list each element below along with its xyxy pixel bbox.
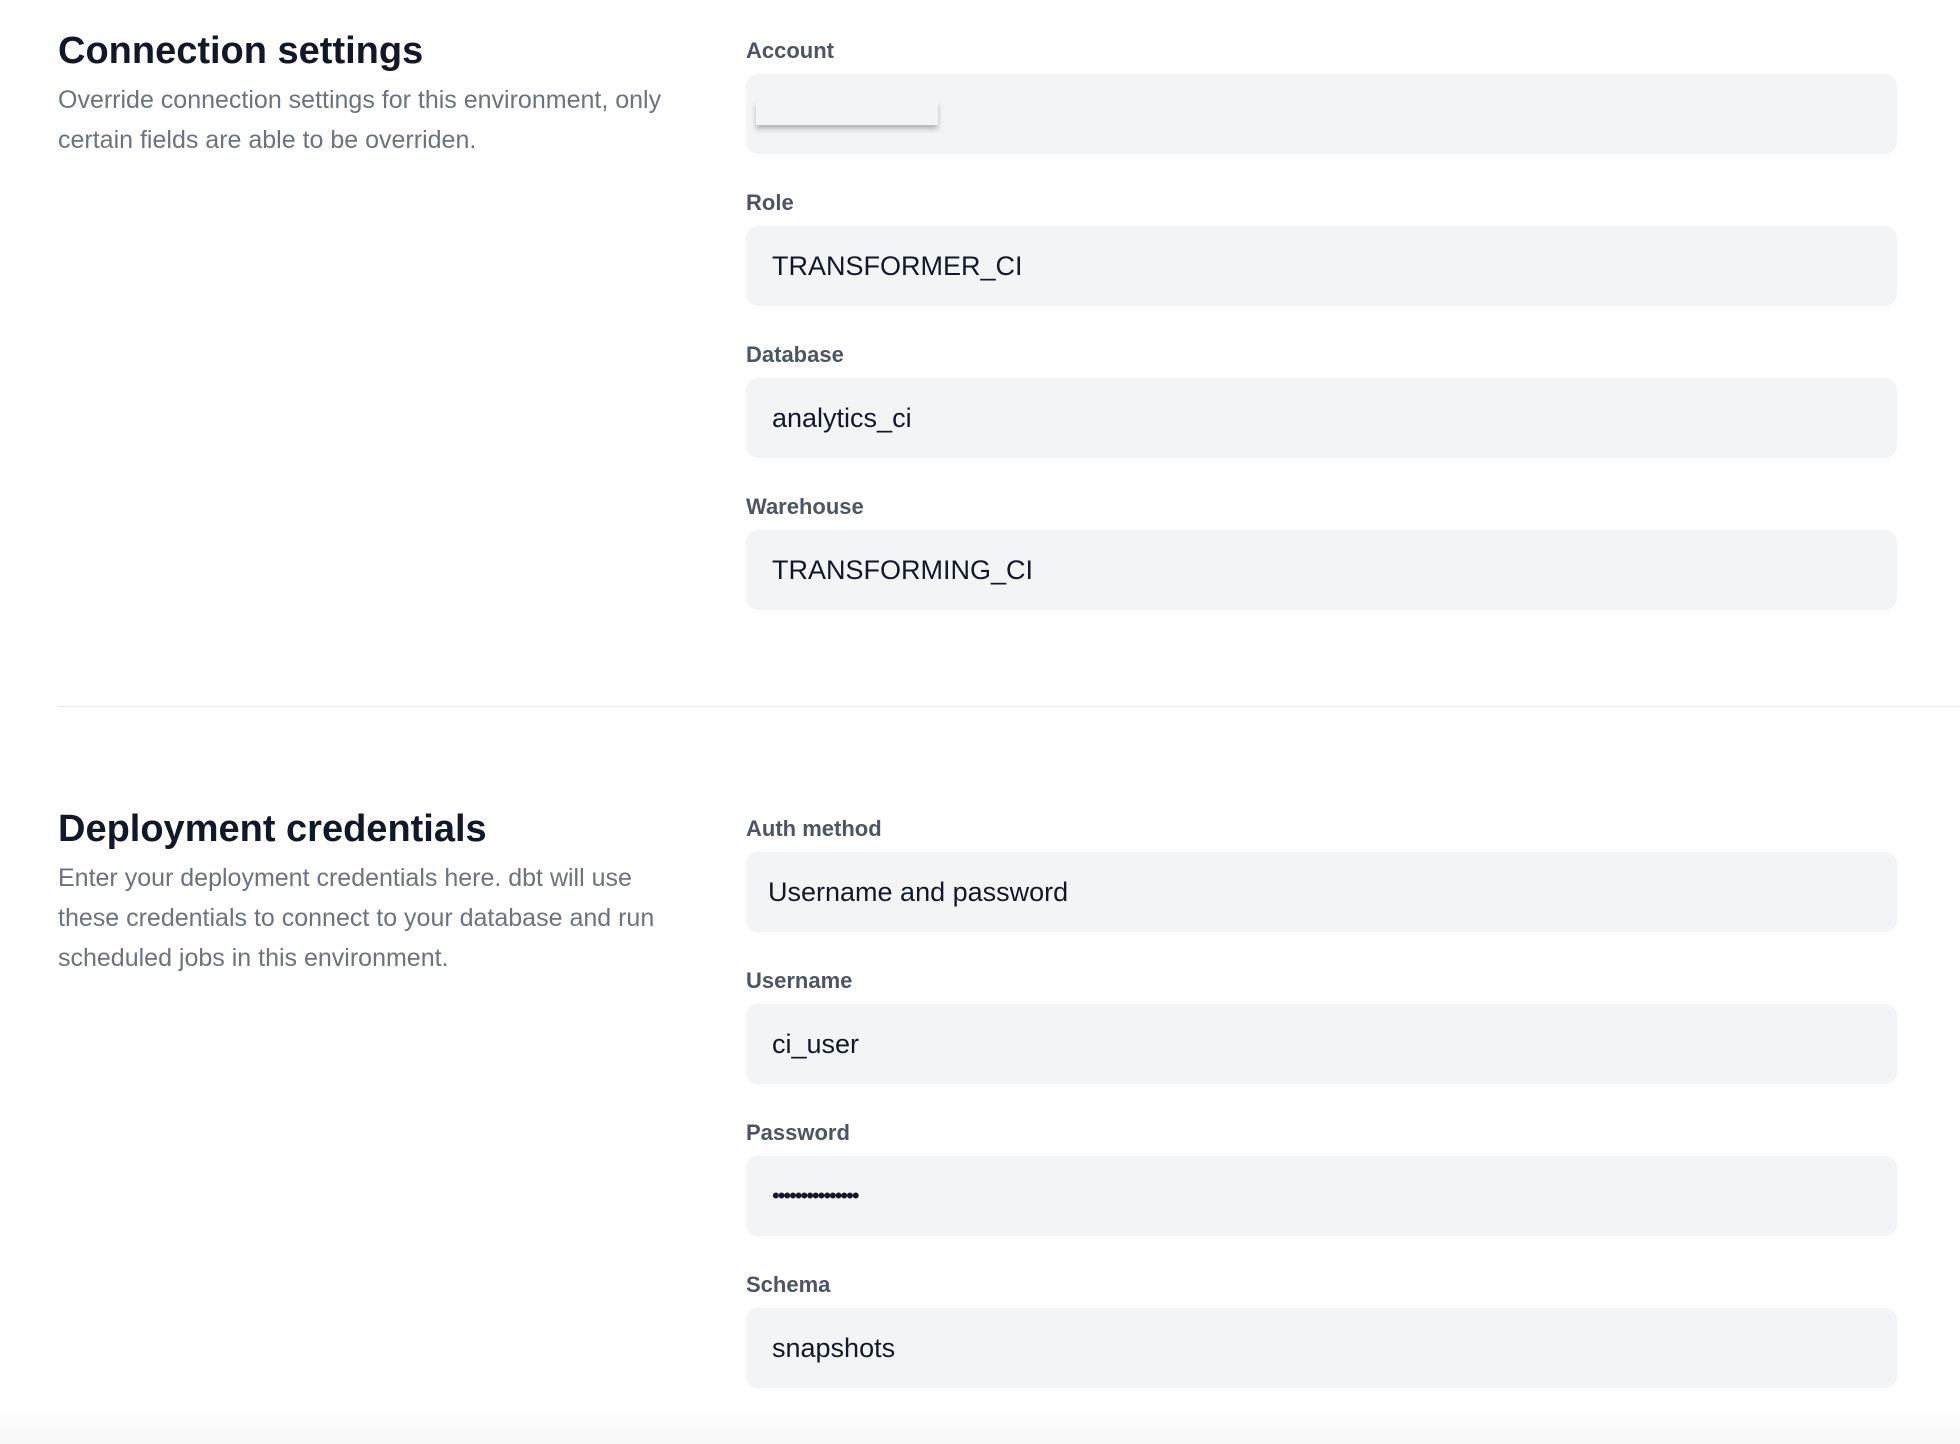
account-field: Account [746,36,1897,154]
password-label: Password [746,1120,850,1145]
bottom-bar-shadow [0,1410,1960,1444]
database-label: Database [746,342,844,367]
schema-field: Schema snapshots [746,1270,1897,1388]
schema-input[interactable]: snapshots [746,1308,1897,1388]
password-field: Password ••••••••••••••• [746,1118,1897,1236]
redacted-value [756,101,938,125]
deployment-credentials-header: Deployment credentials Enter your deploy… [58,804,698,978]
database-field: Database analytics_ci [746,340,1897,458]
role-input[interactable]: TRANSFORMER_CI [746,226,1897,306]
section-divider [58,706,1960,707]
auth-method-label: Auth method [746,816,882,841]
warehouse-label: Warehouse [746,494,864,519]
section-description: Override connection settings for this en… [58,86,662,154]
password-input[interactable]: ••••••••••••••• [746,1156,1897,1236]
username-input[interactable]: ci_user [746,1004,1897,1084]
account-input[interactable] [746,74,1897,154]
auth-method-field: Auth method Username and password [746,814,1897,932]
warehouse-input[interactable]: TRANSFORMING_CI [746,530,1897,610]
section-description: Enter your deployment credentials here. … [58,864,655,972]
database-input[interactable]: analytics_ci [746,378,1897,458]
schema-label: Schema [746,1272,831,1297]
username-field: Username ci_user [746,966,1897,1084]
connection-settings-header: Connection settings Override connection … [58,26,698,160]
role-field: Role TRANSFORMER_CI [746,188,1897,306]
section-title: Connection settings [58,30,424,72]
section-title: Deployment credentials [58,808,487,850]
username-label: Username [746,968,853,993]
warehouse-field: Warehouse TRANSFORMING_CI [746,492,1897,610]
auth-method-select[interactable]: Username and password [746,852,1897,932]
role-label: Role [746,190,794,215]
account-label: Account [746,38,834,63]
